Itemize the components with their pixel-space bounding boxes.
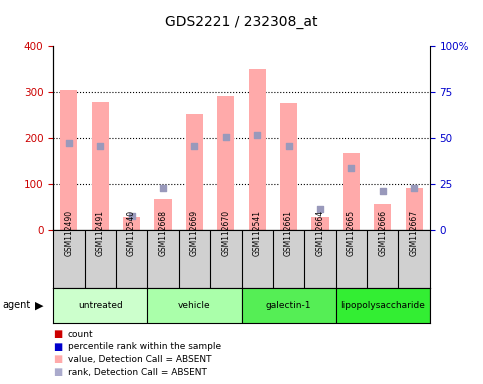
Text: GSM112670: GSM112670 (221, 210, 230, 257)
Bar (280, 103, 297, 230)
Text: percentile rank within the sample: percentile rank within the sample (68, 342, 221, 351)
Text: GSM112490: GSM112490 (64, 210, 73, 257)
Bar (186, 114, 203, 230)
Bar (406, 187, 423, 230)
Text: galectin-1: galectin-1 (266, 301, 312, 310)
Text: GDS2221 / 232308_at: GDS2221 / 232308_at (165, 15, 318, 29)
Bar (336, 288, 430, 323)
Bar (92, 102, 109, 230)
Text: rank, Detection Call = ABSENT: rank, Detection Call = ABSENT (68, 367, 207, 377)
Text: untreated: untreated (78, 301, 123, 310)
Bar (343, 153, 360, 230)
Bar (249, 69, 266, 230)
Bar (242, 288, 336, 323)
Text: GSM112669: GSM112669 (190, 210, 199, 257)
Text: GSM112661: GSM112661 (284, 210, 293, 257)
Bar (53, 288, 147, 323)
Point (97, 143, 104, 149)
Text: GSM112491: GSM112491 (96, 210, 105, 257)
Point (128, 213, 135, 219)
Text: ▶: ▶ (35, 300, 43, 310)
Point (411, 184, 418, 190)
Bar (155, 199, 171, 230)
Point (222, 134, 230, 141)
Text: GSM112541: GSM112541 (253, 210, 262, 257)
Point (285, 143, 293, 149)
Text: ■: ■ (53, 367, 62, 377)
Text: lipopolysaccharide: lipopolysaccharide (341, 301, 425, 310)
Point (348, 165, 355, 171)
Point (191, 143, 199, 149)
Bar (374, 204, 391, 230)
Point (253, 132, 261, 138)
Text: vehicle: vehicle (178, 301, 211, 310)
Point (316, 206, 324, 212)
Text: GSM112668: GSM112668 (158, 210, 168, 257)
Text: GSM112664: GSM112664 (315, 210, 325, 257)
Point (379, 188, 387, 194)
Text: ■: ■ (53, 329, 62, 339)
Point (159, 185, 167, 191)
Text: GSM112666: GSM112666 (378, 210, 387, 257)
Bar (147, 288, 242, 323)
Text: GSM112667: GSM112667 (410, 210, 419, 257)
Bar (60, 90, 77, 230)
Text: value, Detection Call = ABSENT: value, Detection Call = ABSENT (68, 355, 211, 364)
Bar (123, 217, 140, 230)
Bar (312, 217, 328, 230)
Text: ■: ■ (53, 342, 62, 352)
Text: agent: agent (2, 300, 30, 310)
Text: GSM112540: GSM112540 (127, 210, 136, 257)
Text: GSM112665: GSM112665 (347, 210, 356, 257)
Text: count: count (68, 329, 93, 339)
Point (65, 140, 73, 146)
Text: ■: ■ (53, 354, 62, 364)
Bar (217, 96, 234, 230)
